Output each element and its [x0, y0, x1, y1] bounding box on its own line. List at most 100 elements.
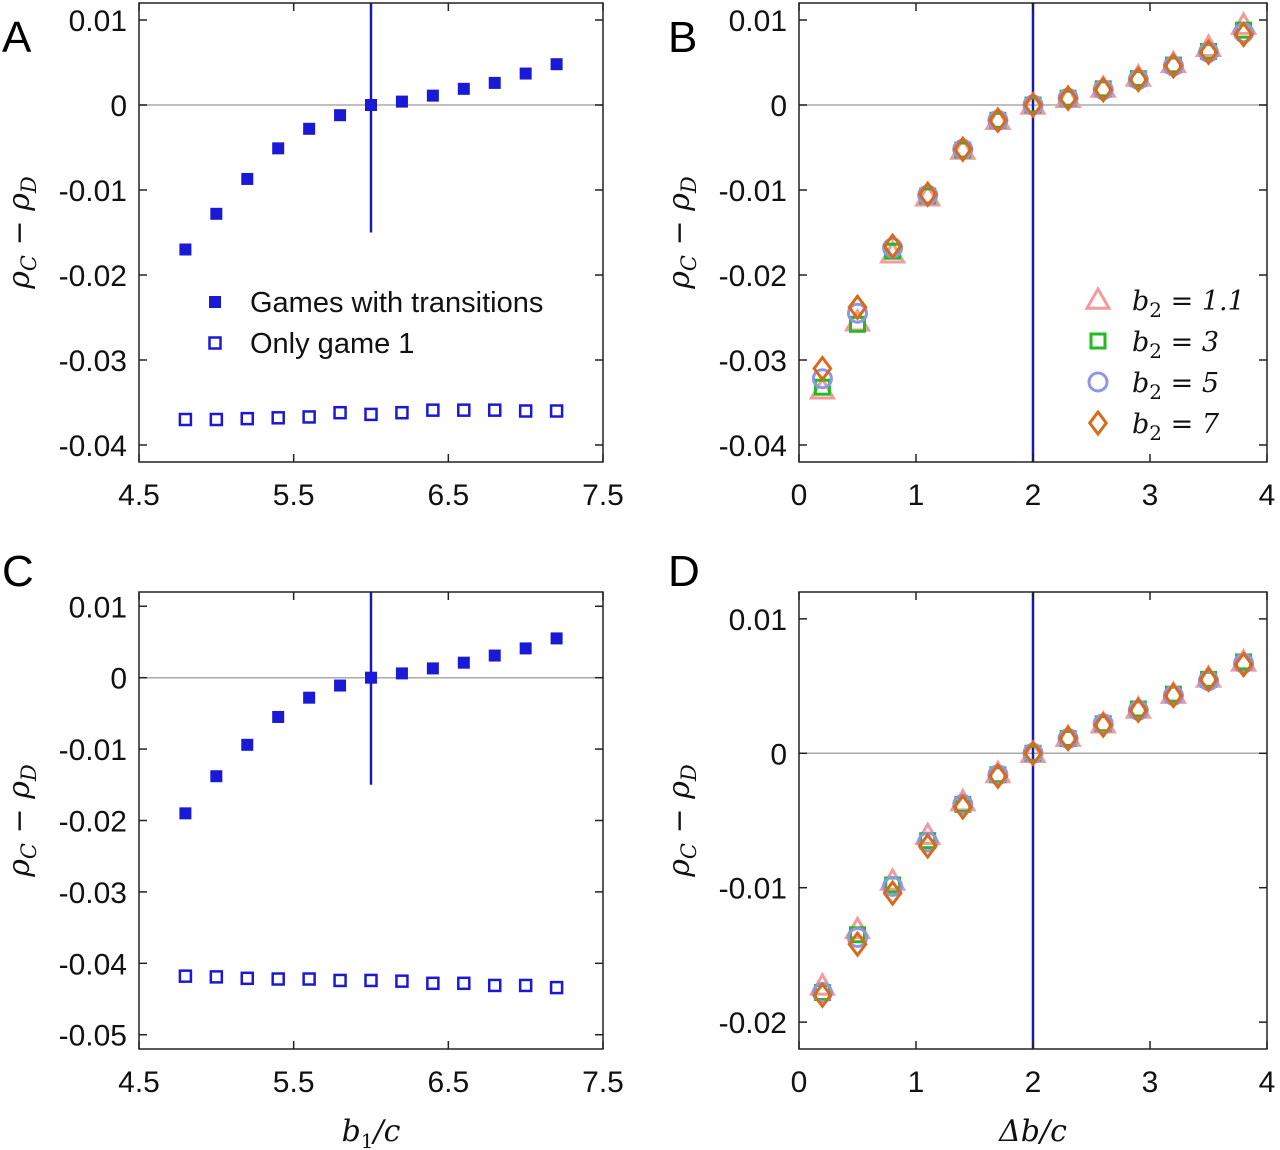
- data-point: [302, 972, 316, 986]
- data-point: [272, 142, 285, 155]
- data-point: [209, 970, 224, 984]
- data-point: [178, 412, 193, 427]
- legend-marker: [209, 296, 221, 308]
- data-point: [1093, 76, 1114, 104]
- x-tick-label: 2: [1025, 1066, 1042, 1099]
- data-point: [334, 679, 347, 692]
- series-1: [178, 969, 564, 995]
- x-tick-label: 4.5: [118, 1066, 160, 1099]
- panel-c: C 4.5 5.5 6.5 7.5 0.01 0 -0.01 -0.02 -0.03 -0.04 -0…: [2, 547, 624, 1150]
- data-point: [917, 180, 938, 208]
- data-point: [1163, 52, 1184, 80]
- y-tick-label: -0.03: [59, 877, 127, 910]
- data-point: [241, 738, 254, 751]
- data-point: [847, 293, 868, 321]
- data-point: [488, 76, 501, 89]
- y-tick-label: -0.04: [59, 430, 127, 463]
- data-point: [395, 974, 409, 988]
- data-point: [847, 926, 868, 948]
- data-point: [1057, 84, 1079, 112]
- x-tick-label: 1: [908, 1066, 925, 1099]
- data-point: [952, 135, 973, 163]
- data-point: [1022, 739, 1044, 767]
- data-point: [457, 976, 471, 991]
- data-point: [240, 411, 255, 426]
- x-tick-label: 6.5: [427, 1066, 469, 1099]
- data-point: [457, 403, 471, 417]
- y-tick-label: -0.03: [59, 345, 127, 378]
- x-tick-label: 7.5: [582, 1066, 624, 1099]
- data-point: [365, 671, 377, 684]
- panel-label: A: [2, 13, 32, 62]
- y-tick-label: 0.01: [69, 591, 127, 624]
- data-point: [241, 172, 254, 185]
- data-point: [364, 407, 378, 422]
- legend-marker: [1087, 371, 1109, 393]
- data-point: [426, 976, 440, 991]
- data-point: [518, 978, 533, 993]
- x-tick-label: 4.5: [118, 479, 160, 512]
- y-tick-label: -0.02: [719, 1007, 787, 1040]
- data-point: [487, 978, 502, 993]
- data-point: [179, 807, 192, 820]
- data-point: [549, 980, 564, 995]
- data-point: [178, 969, 193, 983]
- y-axis-label: ρC − ρD: [2, 764, 41, 878]
- x-tick-label: 6.5: [427, 479, 469, 512]
- data-point: [272, 710, 285, 723]
- data-point: [1233, 20, 1254, 48]
- data-point: [1093, 711, 1114, 739]
- y-tick-label: 0: [110, 90, 127, 123]
- data-point: [303, 122, 316, 135]
- data-point: [302, 410, 316, 424]
- data-point: [395, 667, 408, 680]
- data-point: [333, 973, 347, 988]
- data-point: [303, 691, 316, 704]
- data-point: [917, 832, 938, 860]
- data-point: [1198, 38, 1219, 66]
- data-point: [210, 207, 223, 220]
- legend-marker: [1084, 285, 1112, 310]
- y-tick-label: -0.01: [59, 734, 127, 767]
- panel-label: D: [668, 547, 700, 596]
- x-tick-label: 3: [1142, 1066, 1159, 1099]
- plot-frame: [138, 2, 604, 463]
- data-point: [519, 642, 532, 655]
- data-point: [518, 404, 533, 418]
- y-tick-label: 0.01: [729, 5, 787, 38]
- y-axis-label: ρC − ρD: [662, 176, 701, 290]
- series-3: [812, 651, 1254, 1009]
- data-point: [882, 879, 903, 907]
- data-point: [550, 632, 563, 645]
- panel-d: D 0 1 2 3 4 0.01 0 -0.01 -0.02 ρC − ρD Δb/c: [662, 547, 1275, 1149]
- x-axis-label: b1/c: [342, 1114, 401, 1150]
- data-point: [426, 403, 440, 417]
- y-tick-label: -0.03: [719, 345, 787, 378]
- x-tick-label: 4: [1259, 1066, 1276, 1099]
- legend-label: b2 = 7: [1132, 409, 1220, 445]
- y-tick-label: -0.04: [719, 430, 787, 463]
- x-tick-label: 5.5: [273, 1066, 315, 1099]
- data-point: [364, 973, 378, 988]
- data-point: [395, 95, 408, 108]
- data-point: [1163, 681, 1184, 709]
- data-point: [811, 368, 833, 390]
- series-1: [178, 403, 564, 427]
- data-point: [1198, 665, 1219, 693]
- data-point: [952, 793, 973, 821]
- x-axis-label: Δb/c: [998, 1114, 1067, 1149]
- data-point: [519, 67, 532, 80]
- legend-label: Only game 1: [250, 328, 414, 360]
- y-tick-label: -0.02: [719, 260, 787, 293]
- data-point: [812, 355, 833, 382]
- series-0: [179, 632, 563, 820]
- legend-marker: [1087, 409, 1109, 437]
- x-tick-label: 0: [791, 479, 808, 512]
- data-point: [847, 302, 868, 324]
- data-point: [1022, 91, 1044, 119]
- panel-a: A 4.5 5.5 6.5 7.5 0.01 0 -0.01 -0.02 -0.03 -0.04 ρC…: [2, 2, 624, 512]
- data-point: [882, 232, 903, 260]
- y-axis-label: ρC − ρD: [2, 176, 41, 290]
- legend-marker: [1089, 332, 1107, 350]
